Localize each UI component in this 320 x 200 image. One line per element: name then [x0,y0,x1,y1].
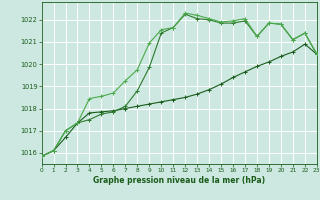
X-axis label: Graphe pression niveau de la mer (hPa): Graphe pression niveau de la mer (hPa) [93,176,265,185]
